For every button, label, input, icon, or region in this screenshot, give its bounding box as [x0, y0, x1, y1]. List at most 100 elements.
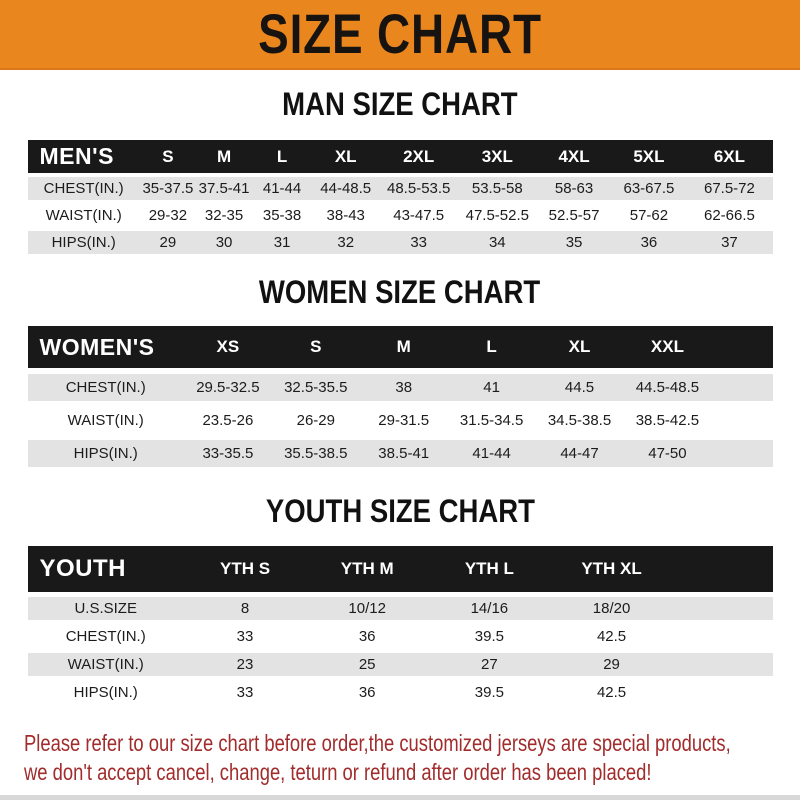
size-value: 33-35.5	[202, 445, 254, 462]
spacer-cell	[673, 681, 773, 704]
column-header: XL	[334, 146, 357, 166]
size-value: 29.5-32.5	[196, 379, 260, 396]
column-header: M	[216, 146, 232, 166]
youth-size-table: YOUTH YTH S YTH M YTH L YTH XL U.S.SIZE 8 10/12…	[0, 541, 800, 709]
size-value: 39.5	[474, 684, 504, 701]
size-value: 44.5-48.5	[635, 379, 700, 396]
size-value: 35.5-38.5	[284, 445, 348, 462]
size-value: 29	[159, 234, 177, 251]
size-value: 32.5-35.5	[284, 379, 348, 396]
size-value: 23	[236, 656, 254, 673]
size-value: 53.5-58	[471, 180, 523, 197]
size-value: 52.5-57	[548, 207, 600, 224]
size-value: 34	[488, 234, 506, 251]
size-value: 44-47	[560, 445, 599, 462]
table-row: HIPS(IN.) 29 30 31 32 33 34 35 36 37	[27, 231, 773, 254]
size-value: 32-35	[204, 207, 244, 224]
row-label: CHEST(IN.)	[43, 180, 124, 197]
header-row: YOUTH YTH S YTH M YTH L YTH XL	[27, 546, 773, 592]
table-row: HIPS(IN.) 33-35.5 35.5-38.5 38.5-41 41-44 44-…	[27, 440, 773, 467]
spacer-cell	[673, 597, 773, 620]
column-header: 5XL	[633, 146, 665, 166]
column-header: YTH M	[340, 559, 394, 578]
size-value: 27	[481, 656, 498, 673]
size-value: 23.5-26	[202, 412, 254, 429]
spacer-cell	[711, 440, 772, 467]
size-value: 38	[395, 379, 413, 396]
table-row: CHEST(IN.) 33 36 39.5 42.5	[27, 625, 773, 648]
size-value: 29-32	[148, 207, 188, 224]
size-value: 29	[603, 656, 620, 673]
size-value: 32	[337, 234, 355, 251]
column-header: M	[396, 337, 411, 356]
row-label: WAIST(IN.)	[45, 207, 122, 224]
size-value: 36	[358, 628, 376, 645]
row-label: HIPS(IN.)	[73, 445, 138, 462]
column-header: 3XL	[481, 146, 513, 166]
column-header: L	[486, 337, 497, 356]
column-header: L	[276, 146, 288, 166]
size-value: 31	[273, 234, 291, 251]
row-label: HIPS(IN.)	[73, 684, 138, 701]
women-size-table: WOMEN'S XS S M L XL XXL CHEST(IN.) 29.5-32.5 32.5…	[0, 320, 800, 473]
size-value: 43-47.5	[393, 207, 445, 224]
spacer-cell	[711, 326, 772, 368]
column-header: 6XL	[713, 146, 746, 166]
table-row: HIPS(IN.) 33 36 39.5 42.5	[27, 681, 773, 704]
table-row: CHEST(IN.) 35-37.5 37.5-41 41-44 44-48.5 48.5…	[27, 177, 773, 200]
size-value: 41	[483, 379, 500, 396]
size-value: 44-48.5	[320, 180, 372, 197]
youth-section-heading-text: YOUTH SIZE CHART	[265, 493, 535, 529]
column-header: XS	[216, 337, 240, 356]
row-label: CHEST(IN.)	[65, 628, 146, 645]
size-value: 48.5-53.5	[387, 180, 451, 197]
table-row: WAIST(IN.) 23 25 27 29	[27, 653, 773, 676]
header-row: MEN'S S M L XL 2XL 3XL 4XL 5XL 6XL	[27, 140, 773, 173]
women-section-heading-text: WOMEN SIZE CHART	[259, 274, 541, 310]
table-corner-label: YOUTH	[39, 555, 126, 582]
size-value: 35-37.5	[142, 180, 194, 197]
size-table: MEN'S S M L XL 2XL 3XL 4XL 5XL 6XL CHEST(IN.) 35-37…	[27, 136, 773, 258]
size-value: 41-44	[262, 180, 302, 197]
column-header: YTH S	[219, 559, 271, 578]
size-value: 14/16	[470, 600, 509, 617]
size-value: 38-43	[326, 207, 365, 224]
size-table: YOUTH YTH S YTH M YTH L YTH XL U.S.SIZE 8 10/12…	[27, 541, 773, 709]
size-value: 29-31.5	[378, 412, 430, 429]
table-row: WAIST(IN.) 23.5-26 26-29 29-31.5 31.5-34.5 34…	[27, 407, 773, 434]
size-value: 44.5	[564, 379, 595, 396]
men-size-table: MEN'S S M L XL 2XL 3XL 4XL 5XL 6XL CHEST(IN.) 35-37…	[0, 136, 800, 258]
size-value: 42.5	[596, 684, 627, 701]
size-value: 31.5-34.5	[459, 412, 524, 429]
size-value: 38.5-41	[378, 445, 430, 462]
size-value: 47.5-52.5	[465, 207, 529, 224]
size-value: 10/12	[348, 600, 386, 617]
table-row: CHEST(IN.) 29.5-32.5 32.5-35.5 38 41 44.5 44.5…	[27, 374, 773, 401]
youth-section-heading: YOUTH SIZE CHART	[0, 493, 800, 529]
column-header: 4XL	[558, 146, 590, 166]
column-header: S	[310, 337, 322, 356]
disclaimer-note: Please refer to our size chart before or…	[0, 729, 731, 787]
column-header: YTH XL	[581, 559, 642, 578]
row-label: U.S.SIZE	[74, 600, 137, 617]
size-value: 37	[721, 234, 738, 251]
man-section-heading-text: MAN SIZE CHART	[282, 86, 518, 122]
disclaimer-line-1: Please refer to our size chart before or…	[24, 730, 731, 756]
spacer-cell	[673, 546, 773, 592]
spacer-cell	[673, 653, 773, 676]
row-label: WAIST(IN.)	[67, 656, 144, 673]
size-value: 18/20	[592, 600, 631, 617]
size-value: 8	[240, 600, 250, 617]
size-value: 42.5	[596, 628, 627, 645]
size-value: 39.5	[474, 628, 504, 645]
column-header: 2XL	[403, 146, 435, 166]
size-table: WOMEN'S XS S M L XL XXL CHEST(IN.) 29.5-32.5 32.5…	[27, 320, 773, 473]
table-corner-label: WOMEN'S	[39, 333, 155, 360]
size-value: 35	[565, 234, 583, 251]
size-value: 41-44	[472, 445, 511, 462]
column-header: XXL	[650, 337, 684, 356]
column-header: XL	[568, 337, 591, 356]
size-value: 37.5-41	[198, 180, 250, 197]
size-value: 47-50	[648, 445, 687, 462]
row-label: WAIST(IN.)	[67, 412, 144, 429]
